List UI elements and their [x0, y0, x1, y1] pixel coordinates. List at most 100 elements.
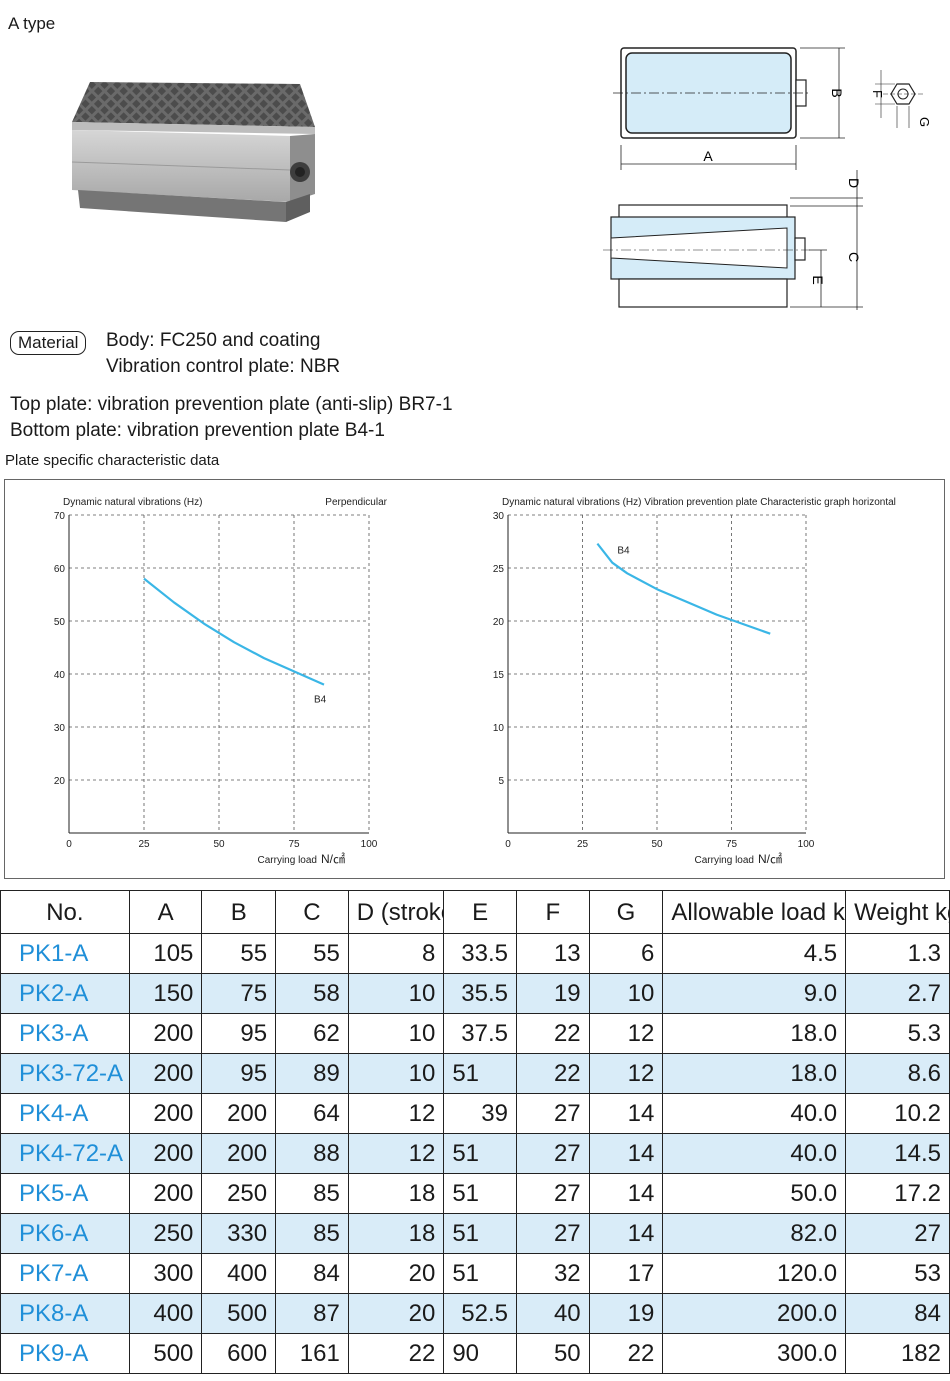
product-photo — [71, 82, 315, 222]
model-number-cell: PK4-72-A — [0, 1133, 130, 1174]
table-header-cell: Allowable load kN — [662, 890, 847, 934]
model-number-cell: PK9-A — [0, 1333, 130, 1374]
table-cell: 19 — [588, 1293, 664, 1334]
y-tick-label: 25 — [493, 564, 505, 575]
y-tick-label: 5 — [498, 776, 504, 787]
table-cell: 95 — [201, 1053, 277, 1094]
table-cell: 19 — [515, 973, 590, 1014]
material-vibration-plate: Vibration control plate: NBR — [106, 356, 341, 377]
table-header-cell: G — [588, 890, 664, 934]
series-label: B4 — [314, 695, 327, 706]
table-row: PK2-A 150 75 58 10 35.5 19 10 9.0 2.7 — [0, 973, 950, 1014]
table-cell: 120.0 — [662, 1253, 847, 1294]
table-cell: 90 — [443, 1333, 517, 1374]
model-number-cell: PK3-A — [0, 1013, 130, 1054]
y-tick-label: 50 — [54, 617, 66, 628]
x-tick-label: 25 — [138, 839, 150, 850]
table-cell: 12 — [347, 1133, 445, 1174]
table-header-cell: D (stroke) — [347, 890, 445, 934]
table-cell: 27 — [515, 1093, 590, 1134]
x-tick-label: 100 — [361, 839, 378, 850]
table-cell: 51 — [443, 1053, 517, 1094]
table-cell: 84 — [275, 1253, 349, 1294]
material-body: Body: FC250 and coating — [106, 330, 321, 351]
model-number-cell: PK2-A — [0, 973, 130, 1014]
table-cell: 18 — [347, 1213, 445, 1254]
model-number-cell: PK3-72-A — [0, 1053, 130, 1094]
table-cell: 22 — [347, 1333, 445, 1374]
y-tick-label: 70 — [54, 511, 66, 522]
table-cell: 500 — [128, 1333, 203, 1374]
table-cell: 40.0 — [662, 1093, 847, 1134]
table-cell: 330 — [201, 1213, 277, 1254]
table-cell: 51 — [443, 1133, 517, 1174]
table-cell: 8 — [347, 933, 445, 974]
table-cell: 18.0 — [662, 1053, 847, 1094]
table-cell: 150 — [128, 973, 203, 1014]
table-header-cell: E — [443, 890, 517, 934]
charts-box: 0 25 50 75 100 20 30 40 50 60 70 Dynamic natural vi… — [4, 479, 945, 879]
y-tick-label: 40 — [54, 670, 66, 681]
dimension-drawings: A B F G D C E — [603, 47, 932, 310]
table-cell: 39 — [443, 1093, 517, 1134]
table-header-cell: B — [201, 890, 277, 934]
table-cell: 89 — [275, 1053, 349, 1094]
y-tick-label: 60 — [54, 564, 66, 575]
table-cell: 51 — [443, 1253, 517, 1294]
table-cell: 400 — [128, 1293, 203, 1334]
dim-f-label: F — [870, 90, 885, 98]
table-cell: 250 — [201, 1173, 277, 1214]
product-type-label: A type — [8, 14, 56, 33]
dim-d-label: D — [846, 178, 862, 188]
table-cell: 87 — [275, 1293, 349, 1334]
top-plate-line: Top plate: vibration prevention plate (a… — [10, 394, 453, 415]
x-axis-unit: N/㎠ — [758, 852, 782, 866]
table-cell: 22 — [515, 1053, 590, 1094]
table-cell: 5.3 — [845, 1013, 950, 1054]
table-cell: 75 — [201, 973, 277, 1014]
table-row: PK9-A 500 600 161 22 90 50 22 300.0 182 — [0, 1333, 950, 1374]
chart-title: Dynamic natural vibrations (Hz) Vibratio… — [502, 497, 896, 508]
table-cell: 82.0 — [662, 1213, 847, 1254]
table-row: PK4-A 200 200 64 12 39 27 14 40.0 10.2 — [0, 1093, 950, 1134]
chart-subtitle: Perpendicular — [325, 497, 387, 508]
table-cell: 17.2 — [845, 1173, 950, 1214]
table-cell: 2.7 — [845, 973, 950, 1014]
x-tick-label: 25 — [577, 839, 589, 850]
x-tick-label: 75 — [726, 839, 738, 850]
table-cell: 85 — [275, 1173, 349, 1214]
table-cell: 27 — [845, 1213, 950, 1254]
table-cell: 55 — [201, 933, 277, 974]
table-cell: 35.5 — [443, 973, 517, 1014]
table-header-cell: C — [275, 890, 349, 934]
x-tick-label: 0 — [505, 839, 511, 850]
material-badge: Material — [10, 331, 87, 355]
table-cell: 27 — [515, 1173, 590, 1214]
table-cell: 18.0 — [662, 1013, 847, 1054]
table-cell: 55 — [275, 933, 349, 974]
table-cell: 32 — [515, 1253, 590, 1294]
model-number-cell: PK4-A — [0, 1093, 130, 1134]
table-cell: 14 — [588, 1133, 664, 1174]
table-cell: 12 — [588, 1053, 664, 1094]
table-cell: 37.5 — [443, 1013, 517, 1054]
table-cell: 500 — [201, 1293, 277, 1334]
charts-caption: Plate specific characteristic data — [5, 452, 220, 469]
y-tick-label: 20 — [493, 617, 505, 628]
dim-g-label: G — [917, 117, 932, 127]
table-row: PK6-A 250 330 85 18 51 27 14 82.0 27 — [0, 1213, 950, 1254]
model-number-cell: PK7-A — [0, 1253, 130, 1294]
table-cell: 84 — [845, 1293, 950, 1334]
table-cell: 10 — [347, 1053, 445, 1094]
model-number-cell: PK5-A — [0, 1173, 130, 1214]
table-cell: 13 — [515, 933, 590, 974]
table-cell: 14.5 — [845, 1133, 950, 1174]
table-cell: 14 — [588, 1173, 664, 1214]
table-cell: 51 — [443, 1213, 517, 1254]
material-lines: Body: FC250 and coating Vibration contro… — [106, 328, 340, 380]
table-cell: 95 — [201, 1013, 277, 1054]
table-cell: 200 — [128, 1173, 203, 1214]
table-cell: 200 — [128, 1093, 203, 1134]
